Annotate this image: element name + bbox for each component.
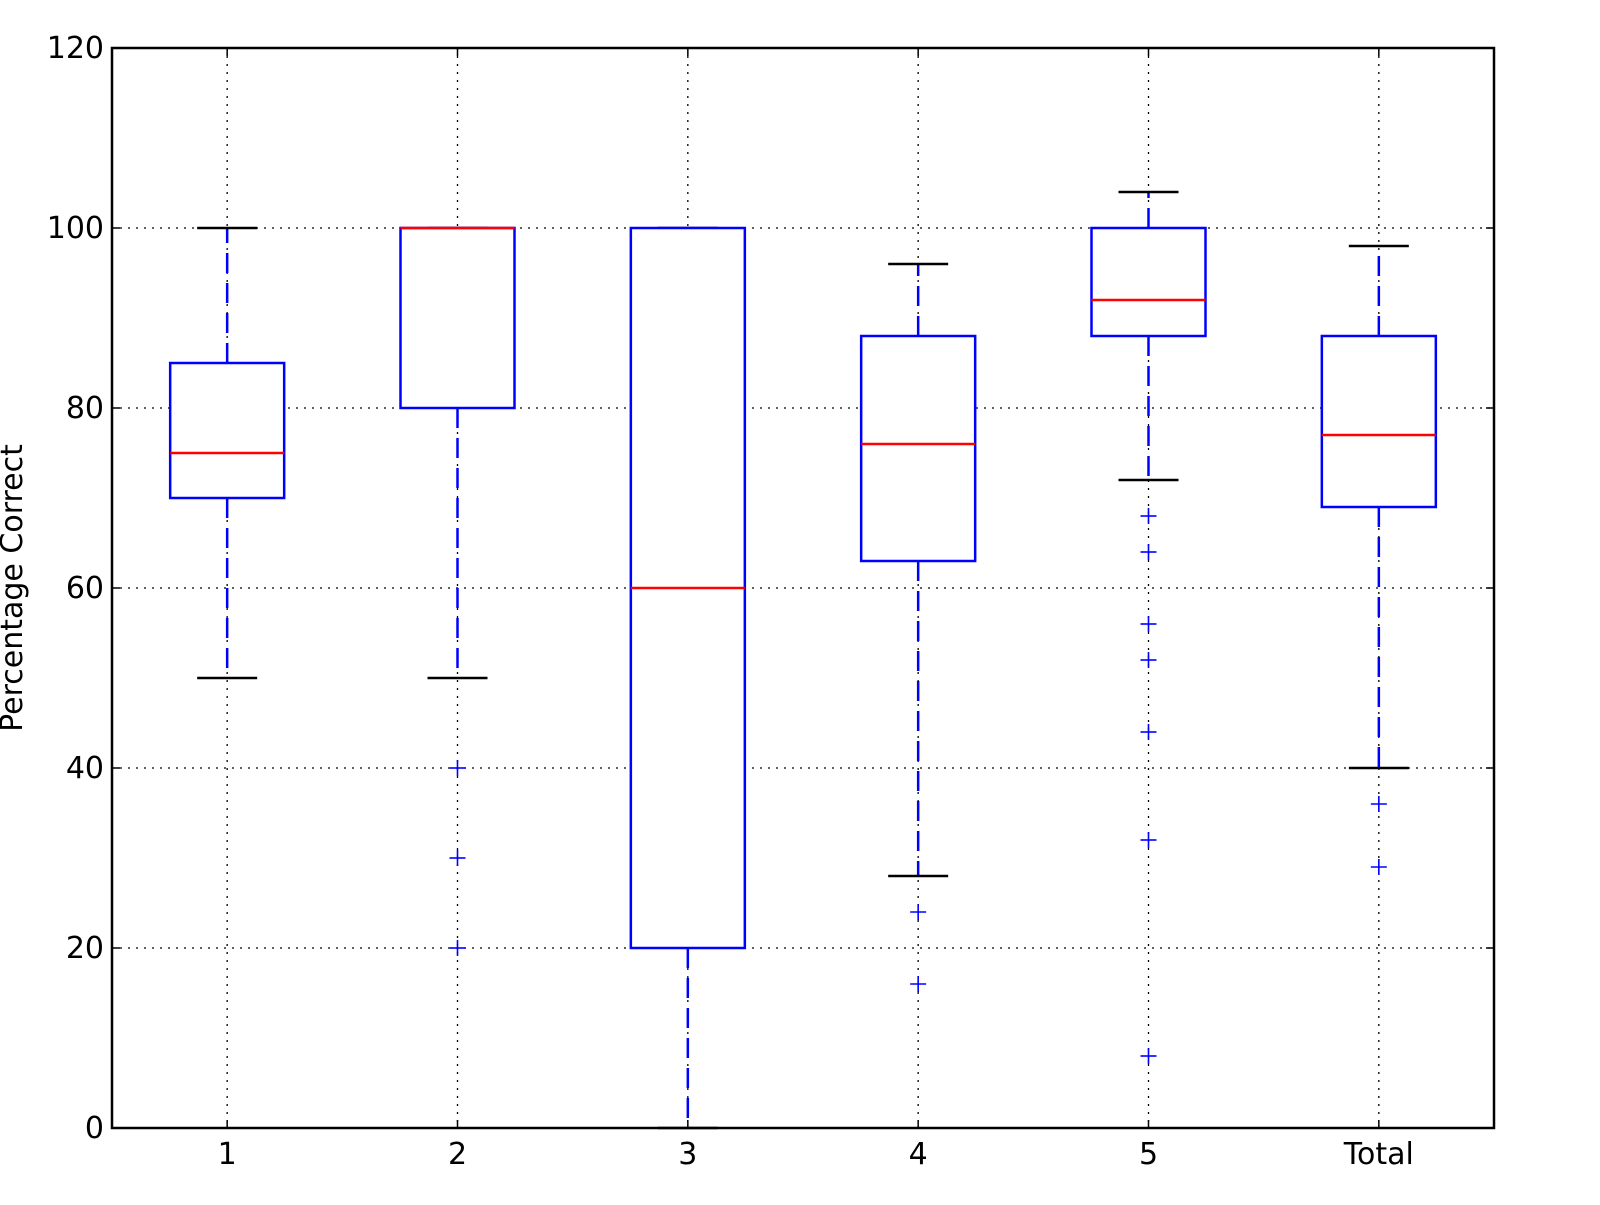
outlier-marker: [449, 940, 466, 956]
outlier-marker: [1140, 1048, 1157, 1064]
iqr-box: [1090, 226, 1207, 338]
x-tick-label: 1: [218, 1137, 237, 1172]
outlier-marker: [449, 850, 466, 866]
iqr-box: [1320, 334, 1438, 509]
outlier-marker: [910, 976, 927, 992]
box-group-4: [859, 262, 977, 992]
box-group-3: [629, 226, 747, 1130]
x-tick-label: 2: [448, 1137, 467, 1172]
box-group-1: [168, 226, 286, 680]
tick-layer: 0 20 40 60 80 100 120 1 2 3 4 5 Total: [47, 31, 1494, 1172]
box-group-5: [1090, 190, 1207, 1064]
outlier-marker: [1370, 796, 1387, 812]
y-tick-label: 100: [47, 211, 104, 246]
grid-layer: [112, 48, 1494, 1128]
plot-frame: [110, 46, 1496, 1130]
box-group-total: [1320, 244, 1438, 875]
y-tick-label: 60: [66, 571, 104, 606]
outlier-marker: [1370, 859, 1387, 875]
y-tick-label: 80: [66, 391, 104, 426]
x-tick-label: 5: [1139, 1137, 1158, 1172]
x-tick-label: Total: [1343, 1137, 1414, 1172]
outlier-marker: [910, 904, 927, 920]
iqr-box: [168, 361, 286, 500]
y-tick-label: 20: [66, 931, 104, 966]
outlier-marker: [1140, 508, 1157, 524]
x-tick-label: 4: [909, 1137, 928, 1172]
box-layer: [168, 190, 1438, 1130]
y-axis-label: Percentage Correct: [0, 444, 30, 732]
outlier-marker: [1140, 832, 1157, 848]
iqr-box: [859, 334, 977, 563]
outlier-marker: [449, 760, 466, 776]
outlier-marker: [1140, 544, 1157, 560]
outlier-marker: [1140, 616, 1157, 632]
x-tick-label: 3: [678, 1137, 697, 1172]
y-tick-label: 120: [47, 31, 104, 66]
outlier-marker: [1140, 652, 1157, 668]
outlier-marker: [1140, 724, 1157, 740]
iqr-box: [399, 226, 516, 410]
box-group-2: [399, 226, 516, 956]
y-tick-label: 0: [85, 1111, 104, 1146]
y-tick-label: 40: [66, 751, 104, 786]
